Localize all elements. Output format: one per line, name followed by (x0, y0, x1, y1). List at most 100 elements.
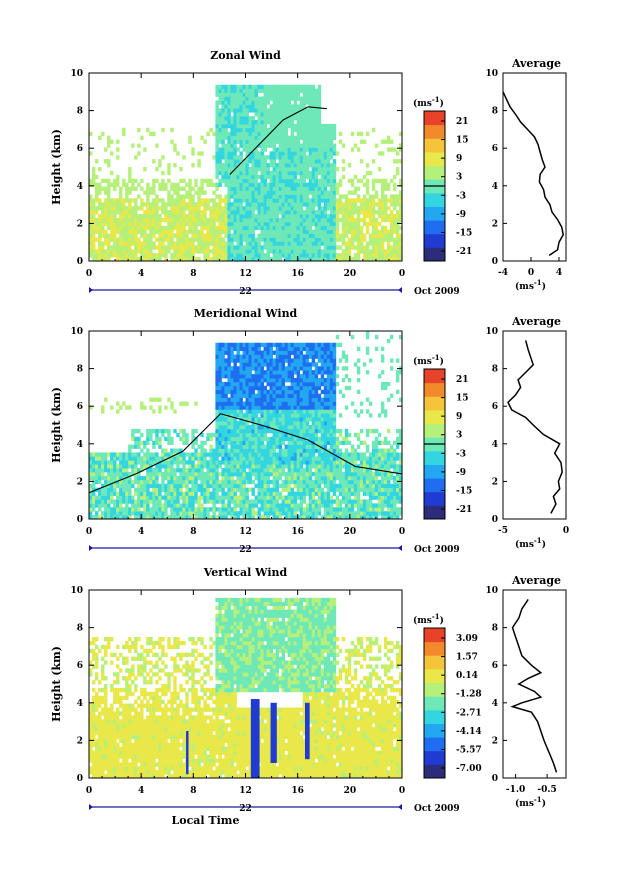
field-cell (278, 127, 283, 133)
field-cell (233, 163, 237, 168)
field-cell (200, 503, 204, 508)
field-cell (254, 366, 258, 371)
field-cell (101, 511, 105, 516)
field-cell (224, 417, 228, 422)
field-cell (278, 475, 283, 481)
field-cell (245, 96, 249, 101)
field-cell (269, 225, 273, 231)
field-cell (167, 163, 171, 168)
zero-contour (229, 106, 327, 175)
field-cell (128, 253, 132, 258)
field-cell (197, 186, 201, 191)
field-cell (284, 170, 289, 176)
field-cell (275, 233, 280, 238)
field-cell (92, 503, 96, 508)
field-cell (332, 182, 337, 187)
field-cell (179, 245, 183, 250)
field-cell (128, 405, 132, 410)
field-cell (131, 198, 135, 203)
field-cell (233, 245, 237, 250)
field-cell (221, 237, 225, 242)
field-cell (176, 221, 180, 227)
field-cell (239, 229, 243, 234)
field-cell (149, 436, 153, 442)
field-cell (218, 354, 222, 359)
field-cell (386, 214, 391, 219)
field-cell (128, 170, 132, 176)
field-cell (167, 436, 171, 442)
field-cell (266, 389, 270, 395)
field-cell (137, 491, 141, 496)
field-cell (182, 491, 186, 496)
field-cell (335, 214, 340, 219)
field-cell (257, 358, 261, 363)
field-cell (266, 96, 270, 101)
field-cell (161, 472, 165, 477)
field-cell (191, 464, 195, 469)
field-cell (272, 389, 276, 395)
field-cell (233, 202, 237, 207)
field-cell (212, 507, 216, 512)
field-cell (113, 186, 117, 191)
field-cell (212, 131, 216, 137)
field-cell (185, 507, 189, 512)
field-cell (242, 257, 246, 262)
field-cell (308, 249, 313, 254)
field-cell (185, 452, 189, 457)
field-cell (134, 479, 138, 485)
field-cell (386, 198, 391, 203)
field-cell (287, 499, 292, 504)
field-cell (221, 104, 225, 109)
field-cell (356, 186, 361, 191)
field-cell (275, 241, 280, 246)
field-cell (107, 257, 111, 262)
field-cell (131, 456, 135, 461)
field-cell (197, 190, 201, 195)
field-cell (224, 503, 228, 508)
field-cell (152, 397, 156, 402)
field-cell (335, 190, 340, 195)
field-cell (233, 393, 237, 398)
field-cell (212, 245, 216, 250)
field-cell (299, 127, 304, 133)
field-cell (158, 198, 162, 203)
field-cell (119, 214, 123, 219)
field-cell (146, 182, 150, 187)
field-cell (305, 116, 310, 121)
field-cell (335, 233, 340, 238)
field-cell (227, 421, 231, 426)
field-cell (236, 249, 240, 254)
field-cell (146, 452, 150, 457)
field-cell (383, 237, 388, 242)
field-cell (107, 190, 111, 195)
field-cell (221, 143, 225, 148)
profile-y-tick-label: 4 (492, 182, 498, 192)
field-cell (98, 233, 102, 238)
field-cell (341, 167, 346, 172)
field-cell (131, 178, 135, 184)
field-cell (215, 342, 219, 348)
field-cell (101, 206, 105, 211)
field-cell (278, 374, 283, 379)
field-cell (365, 221, 370, 227)
field-cell (260, 112, 264, 117)
field-cell (287, 448, 292, 453)
field-cell (251, 100, 255, 105)
field-cell (380, 245, 385, 250)
field-cell (269, 378, 273, 383)
field-cell (185, 511, 189, 516)
field-cell (206, 464, 210, 469)
field-cell (296, 432, 301, 438)
field-cell (302, 186, 307, 191)
field-cell (308, 127, 313, 133)
field-cell (131, 499, 135, 504)
field-cell (269, 237, 273, 242)
field-cell (362, 233, 367, 238)
field-cell (137, 249, 141, 254)
field-cell (125, 472, 129, 477)
field-cell (146, 186, 150, 191)
field-cell (305, 92, 310, 97)
field-cell (152, 491, 156, 496)
field-cell (194, 440, 198, 445)
field-cell (236, 131, 240, 137)
